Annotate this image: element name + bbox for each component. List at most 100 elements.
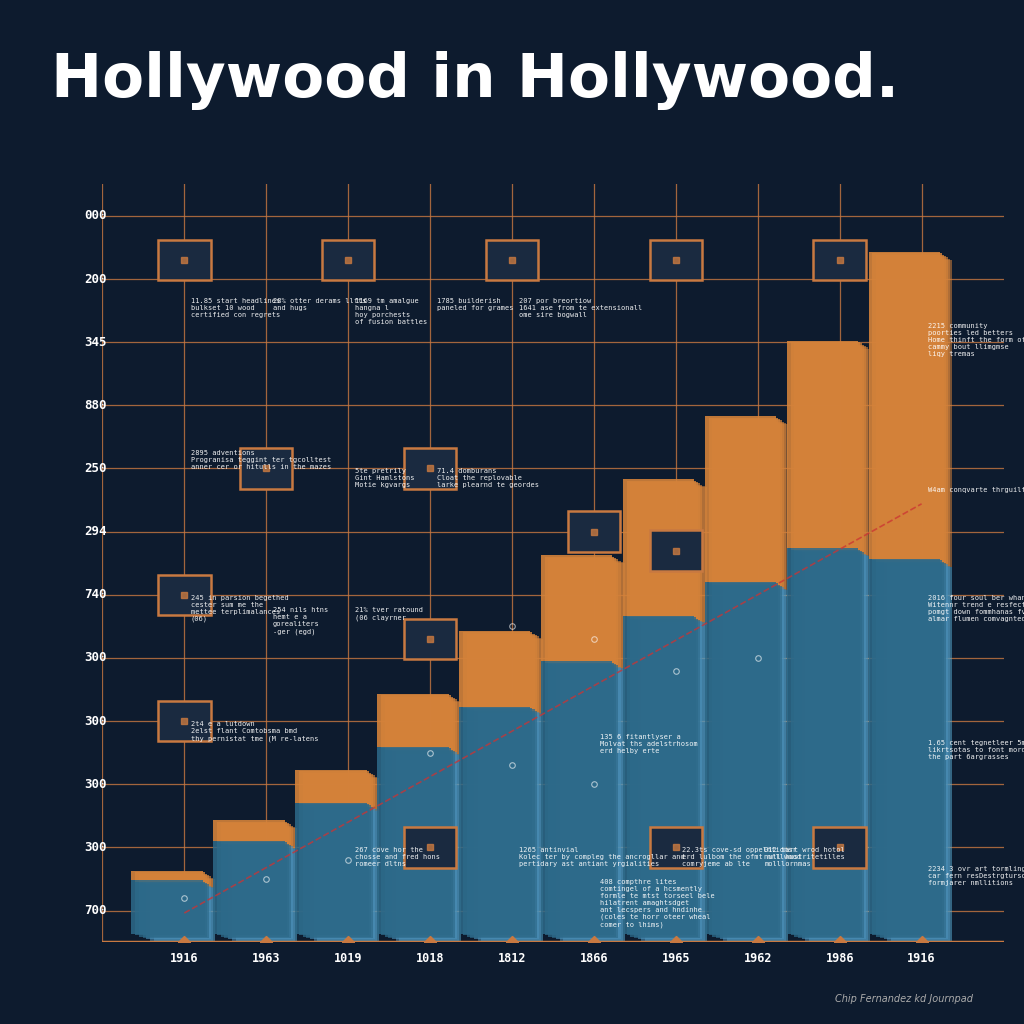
Bar xyxy=(559,562,623,668)
Text: 740: 740 xyxy=(84,588,106,601)
Bar xyxy=(631,618,698,937)
Text: 000: 000 xyxy=(84,209,106,222)
Text: 2234 3 ovr art tormling
car fern resDestrgtursong
formjarer nmllitions: 2234 3 ovr art tormling car fern resDest… xyxy=(928,866,1024,887)
Bar xyxy=(463,709,532,936)
Bar xyxy=(228,825,293,846)
FancyBboxPatch shape xyxy=(813,827,866,867)
Text: 012 tart wrod hotol
null hustritetilles
molllornmas: 012 tart wrod hotol null hustritetilles … xyxy=(764,848,845,867)
Bar xyxy=(786,548,858,934)
Bar xyxy=(221,844,289,937)
Bar xyxy=(705,582,776,934)
Text: 2895 adventions
Progranisa teggint ter tgcolltest
anner cer or hitulls in the ma: 2895 adventions Progranisa teggint ter t… xyxy=(190,450,331,470)
Bar xyxy=(228,846,293,939)
Bar xyxy=(802,346,866,554)
Bar xyxy=(872,254,942,560)
Text: 1963: 1963 xyxy=(252,951,281,965)
Text: 5te pretrily
Gint Hamlstons
Motie kgvargs: 5te pretrily Gint Hamlstons Motie kgvarg… xyxy=(354,469,415,488)
Bar xyxy=(709,418,778,584)
Bar xyxy=(877,255,944,562)
Bar xyxy=(868,252,940,559)
Bar xyxy=(299,771,369,804)
Bar xyxy=(641,486,705,623)
Bar xyxy=(481,639,543,715)
Bar xyxy=(805,555,868,941)
FancyBboxPatch shape xyxy=(403,618,457,659)
Bar xyxy=(638,622,702,939)
Bar xyxy=(563,563,625,670)
Bar xyxy=(313,809,377,941)
Text: 1916: 1916 xyxy=(170,951,199,965)
Text: 1866: 1866 xyxy=(580,951,608,965)
Bar xyxy=(295,770,367,803)
Bar xyxy=(641,623,705,941)
FancyBboxPatch shape xyxy=(649,530,702,570)
Bar xyxy=(142,885,209,938)
Bar xyxy=(470,635,537,711)
Bar xyxy=(638,484,702,622)
Bar xyxy=(559,668,623,941)
Text: 294: 294 xyxy=(84,525,106,539)
Text: 267 cove hor the
chosse and fred hons
romeer dltns: 267 cove hor the chosse and fred hons ro… xyxy=(354,848,439,867)
Bar xyxy=(146,886,211,939)
Text: 28% otter derams llfts
and hugs: 28% otter derams llfts and hugs xyxy=(272,298,367,311)
Bar xyxy=(880,256,946,563)
Bar xyxy=(549,664,616,937)
Text: 300: 300 xyxy=(84,777,106,791)
Bar xyxy=(154,889,215,942)
Bar xyxy=(154,879,215,889)
Text: 1812: 1812 xyxy=(498,951,526,965)
Bar xyxy=(723,589,786,941)
Bar xyxy=(474,636,539,712)
Bar xyxy=(868,559,940,934)
Bar xyxy=(213,841,285,934)
Text: 300: 300 xyxy=(84,841,106,854)
Bar xyxy=(213,820,285,841)
Text: 2016 four soul ber whan tegired
Witennr trend e resfection etstedated
pomgt down: 2016 four soul ber whan tegired Witennr … xyxy=(928,595,1024,622)
Text: 300: 300 xyxy=(84,715,106,728)
Bar xyxy=(131,881,203,934)
Text: 21% tver ratound
(06 clayrner: 21% tver ratound (06 clayrner xyxy=(354,607,423,621)
FancyBboxPatch shape xyxy=(158,574,211,615)
Bar xyxy=(645,487,707,624)
FancyBboxPatch shape xyxy=(649,827,702,867)
Bar xyxy=(146,877,211,886)
Bar xyxy=(477,638,541,714)
Text: 250: 250 xyxy=(84,462,106,475)
Bar xyxy=(142,874,209,885)
Text: 1916: 1916 xyxy=(907,951,936,965)
Bar xyxy=(891,567,952,942)
Text: 207 por breortiow
1641 ase from te extensionall
ome sire bogwall: 207 por breortiow 1641 ase from te exten… xyxy=(518,298,642,318)
FancyBboxPatch shape xyxy=(649,240,702,281)
Text: Hollywood in Hollywood.: Hollywood in Hollywood. xyxy=(51,51,899,111)
FancyBboxPatch shape xyxy=(403,449,457,488)
Text: 200: 200 xyxy=(84,272,106,286)
Bar xyxy=(727,590,788,942)
Bar xyxy=(150,878,213,887)
Bar xyxy=(884,257,948,564)
Bar xyxy=(880,563,946,938)
Bar xyxy=(884,564,948,939)
Text: 254 nils htns
hemt e a
gorealiters
-ger (egd): 254 nils htns hemt e a gorealiters -ger … xyxy=(272,607,328,635)
Bar xyxy=(224,824,291,845)
Text: W4am conqvarte thrguilt?: W4am conqvarte thrguilt? xyxy=(928,487,1024,494)
Bar xyxy=(477,714,541,941)
Bar xyxy=(802,554,866,939)
Bar xyxy=(395,754,459,941)
Bar xyxy=(317,811,379,942)
Bar xyxy=(791,550,860,936)
Bar xyxy=(891,260,952,567)
Text: 2215 community
poorties led betters
Home thinft the form of
cammy bout llimgmse
: 2215 community poorties led betters Home… xyxy=(928,324,1024,357)
Bar xyxy=(463,633,532,709)
Bar xyxy=(805,347,868,555)
Bar xyxy=(786,341,858,548)
Bar xyxy=(399,755,461,942)
Bar xyxy=(467,634,535,710)
Text: 71.4 domburans
Cloat the replovable
larke plearnd te geordes: 71.4 domburans Cloat the replovable lark… xyxy=(436,469,539,488)
Bar xyxy=(135,872,205,882)
Bar xyxy=(727,424,788,590)
Text: 700: 700 xyxy=(84,904,106,918)
Text: 11.85 start headlines
bulkset 10 wood
certified con regrets: 11.85 start headlines bulkset 10 wood ce… xyxy=(190,298,281,318)
FancyBboxPatch shape xyxy=(567,511,621,552)
Bar xyxy=(545,663,614,936)
Bar xyxy=(795,551,862,937)
